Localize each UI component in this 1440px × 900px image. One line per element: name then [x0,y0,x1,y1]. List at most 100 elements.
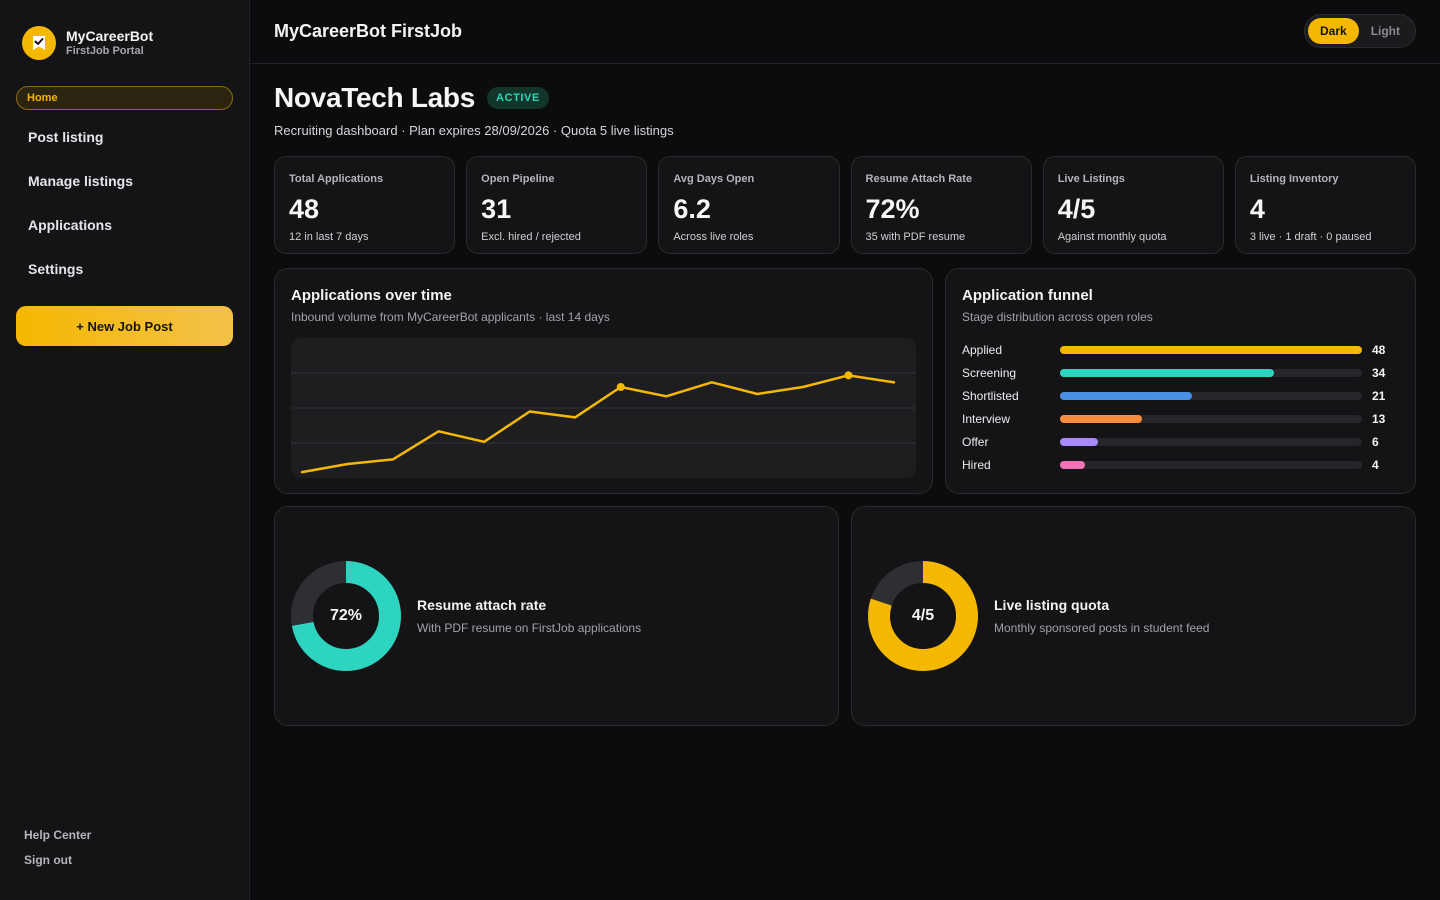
card-subtitle: Stage distribution across open roles [962,310,1153,324]
donut-title: Live listing quota [994,597,1110,613]
kpi-label: Total Applications [289,173,384,185]
theme-toggle: Dark Light [1304,14,1416,48]
funnel-value: 13 [1372,411,1386,426]
brand-subtitle: FirstJob Portal [66,45,144,57]
brand-name: MyCareerBot [66,28,154,44]
kpi-sub: Excl. hired / rejected [481,231,581,243]
kpi-sub: Across live roles [673,231,754,243]
donut-chart-svg [291,561,401,671]
card-title: Applications over time [291,287,452,304]
sidebar-nav: Home Post listing Manage listings Applic… [16,86,233,291]
line-chart [291,338,916,478]
kpi-value: 6.2 [673,194,711,224]
sidebar-item-post-listing[interactable]: Post listing [28,129,104,145]
brand[interactable]: MyCareerBot FirstJob Portal [22,26,153,60]
funnel-value: 21 [1372,388,1386,403]
funnel-row: Interview 13 [962,407,1399,430]
card-subtitle: Inbound volume from MyCareerBot applican… [291,310,610,324]
funnel-value: 34 [1372,365,1386,380]
donut-subtitle: Monthly sponsored posts in student feed [994,621,1210,635]
kpi-label: Listing Inventory [1249,173,1339,185]
funnel-row: Shortlisted 21 [962,384,1399,407]
sign-out-link[interactable]: Sign out [24,853,72,867]
funnel-track [1060,414,1362,423]
donut-subtitle: With PDF resume on FirstJob applications [417,621,642,635]
donut-center-value: 72% [329,607,363,624]
help-center-link[interactable]: Help Center [24,828,92,842]
funnel-label: Offer [962,434,989,449]
sidebar-item-settings[interactable]: Settings [28,261,84,277]
kpi-value: 31 [481,194,512,224]
funnel-value: 6 [1372,434,1379,449]
donut-title: Resume attach rate [417,597,547,613]
funnel-bar [1060,460,1086,469]
funnel-label: Screening [962,365,1017,380]
funnel-chart: Applied 48 Screening 34 Shortlisted 21 Intervi… [962,338,1399,476]
resume-attach-rate-card: 72% Resume attach rate With PDF resume o… [274,506,839,726]
application-funnel-card: Application funnel Stage distribution ac… [945,268,1416,494]
topbar: MyCareerBot FirstJob Dark Light [250,0,1440,64]
funnel-track [1060,391,1362,400]
kpi-card-resume-attach-rate[interactable]: Resume Attach Rate 72% 35 with PDF resum… [850,156,1032,254]
company-header: NovaTech Labs ACTIVE [274,82,549,114]
funnel-label: Hired [962,457,991,472]
funnel-track [1060,460,1362,469]
kpi-row: Total Applications 48 12 in last 7 days … [274,156,1417,254]
funnel-value: 4 [1372,457,1379,472]
quota-donut: 4/5 [868,561,978,671]
funnel-bar [1060,368,1274,377]
funnel-row: Applied 48 [962,338,1399,361]
kpi-sub: 12 in last 7 days [289,231,369,243]
kpi-value: 4/5 [1057,194,1096,224]
kpi-card-listing-inventory[interactable]: Listing Inventory 4 3 live · 1 draft · 0… [1234,156,1417,254]
funnel-row: Offer 6 [962,430,1399,453]
funnel-label: Shortlisted [962,388,1019,403]
kpi-label: Resume Attach Rate [865,173,973,185]
kpi-sub: 35 with PDF resume [865,231,966,243]
data-point [616,383,625,391]
donut-center-value: 4/5 [911,607,935,624]
kpi-card-avg-days-open[interactable]: Avg Days Open 6.2 Across live roles [658,156,840,254]
funnel-label: Interview [962,411,1011,426]
theme-dark-button[interactable]: Dark [1308,18,1359,44]
sidebar-item-home[interactable]: Home [16,86,233,110]
kpi-card-open-pipeline[interactable]: Open Pipeline 31 Excl. hired / rejected [466,156,648,254]
kpi-card-live-listings[interactable]: Live Listings 4/5 Against monthly quota [1042,156,1224,254]
live-listing-quota-card: 4/5 Live listing quota Monthly sponsored… [851,506,1416,726]
funnel-track [1060,368,1362,377]
check-badge-icon [22,26,56,60]
theme-light-button[interactable]: Light [1370,24,1401,38]
funnel-track [1060,437,1362,446]
company-name: NovaTech Labs [274,82,475,113]
card-title: Application funnel [962,287,1093,304]
funnel-bar [1060,437,1098,446]
new-job-post-button[interactable]: + New Job Post [16,306,233,346]
donut-chart-svg [868,561,978,671]
page-title: MyCareerBot FirstJob [274,21,463,41]
data-point [844,371,853,380]
resume-donut: 72% [291,561,401,671]
company-subtitle: Recruiting dashboard · Plan expires 28/0… [274,123,674,138]
funnel-track [1060,345,1362,354]
funnel-bar [1060,391,1193,400]
kpi-sub: Against monthly quota [1057,231,1167,243]
funnel-bar [1060,345,1362,354]
line-chart-svg [291,371,916,474]
kpi-label: Open Pipeline [481,173,555,185]
sidebar-footer: Help Center Sign out [24,828,91,878]
donut-arc [868,561,978,671]
kpi-sub: 3 live · 1 draft · 0 paused [1249,231,1372,243]
sidebar: MyCareerBot FirstJob Portal Home Post li… [0,0,250,900]
funnel-row: Screening 34 [962,361,1399,384]
sidebar-item-manage-listings[interactable]: Manage listings [28,173,134,189]
funnel-row: Hired 4 [962,453,1399,476]
kpi-value: 72% [865,194,920,224]
applications-over-time-card: Applications over time Inbound volume fr… [274,268,933,494]
funnel-bar [1060,414,1142,423]
kpi-label: Live Listings [1057,173,1125,185]
kpi-card-total-applications[interactable]: Total Applications 48 12 in last 7 days [274,156,456,254]
kpi-value: 4 [1249,194,1265,224]
funnel-value: 48 [1372,342,1386,357]
kpi-label: Avg Days Open [673,173,755,185]
sidebar-item-applications[interactable]: Applications [28,217,113,233]
